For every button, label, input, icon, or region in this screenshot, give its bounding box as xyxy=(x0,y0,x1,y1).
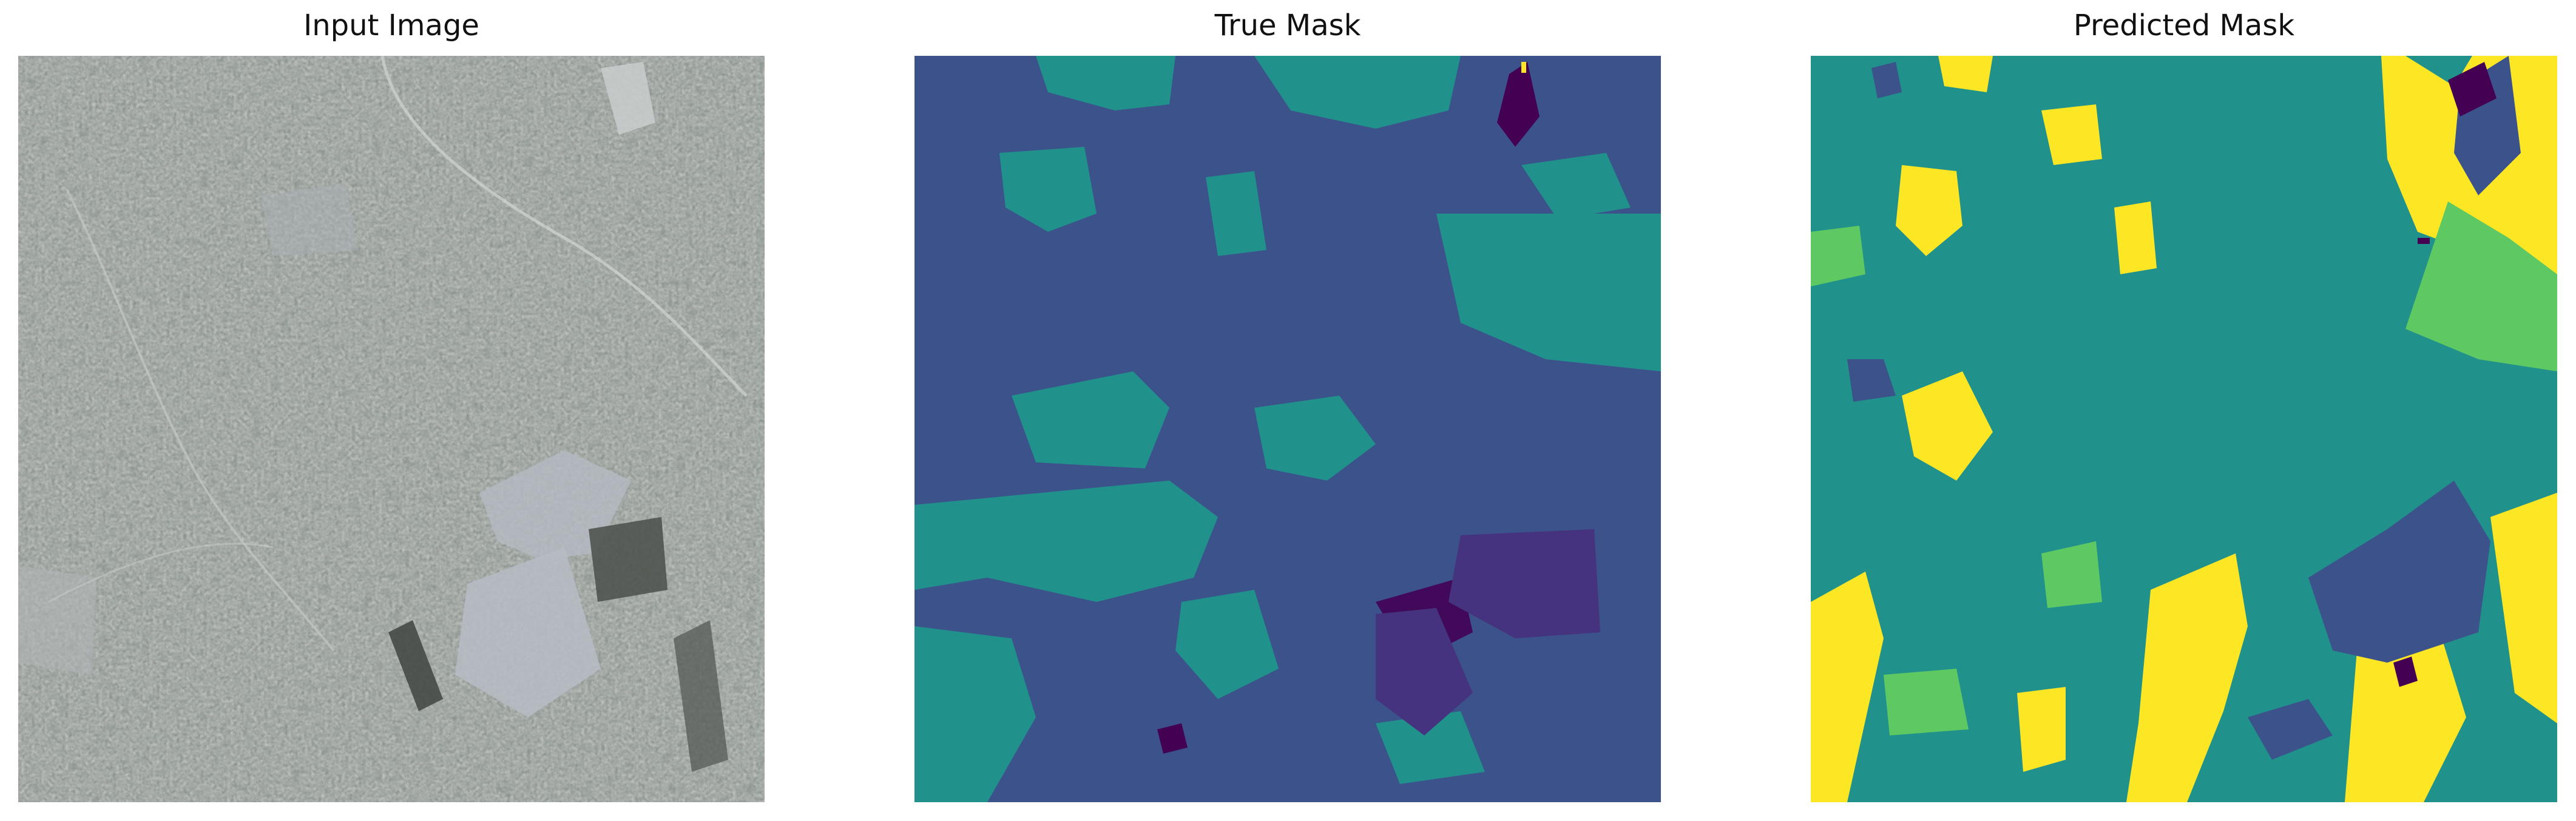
predicted-mask-title: Predicted Mask xyxy=(2073,8,2295,42)
input-image-title: Input Image xyxy=(303,8,479,42)
input-image xyxy=(18,56,765,802)
true-mask-title: True Mask xyxy=(1214,8,1361,42)
predicted-mask-image xyxy=(1811,56,2557,802)
true-mask-image xyxy=(914,56,1661,802)
